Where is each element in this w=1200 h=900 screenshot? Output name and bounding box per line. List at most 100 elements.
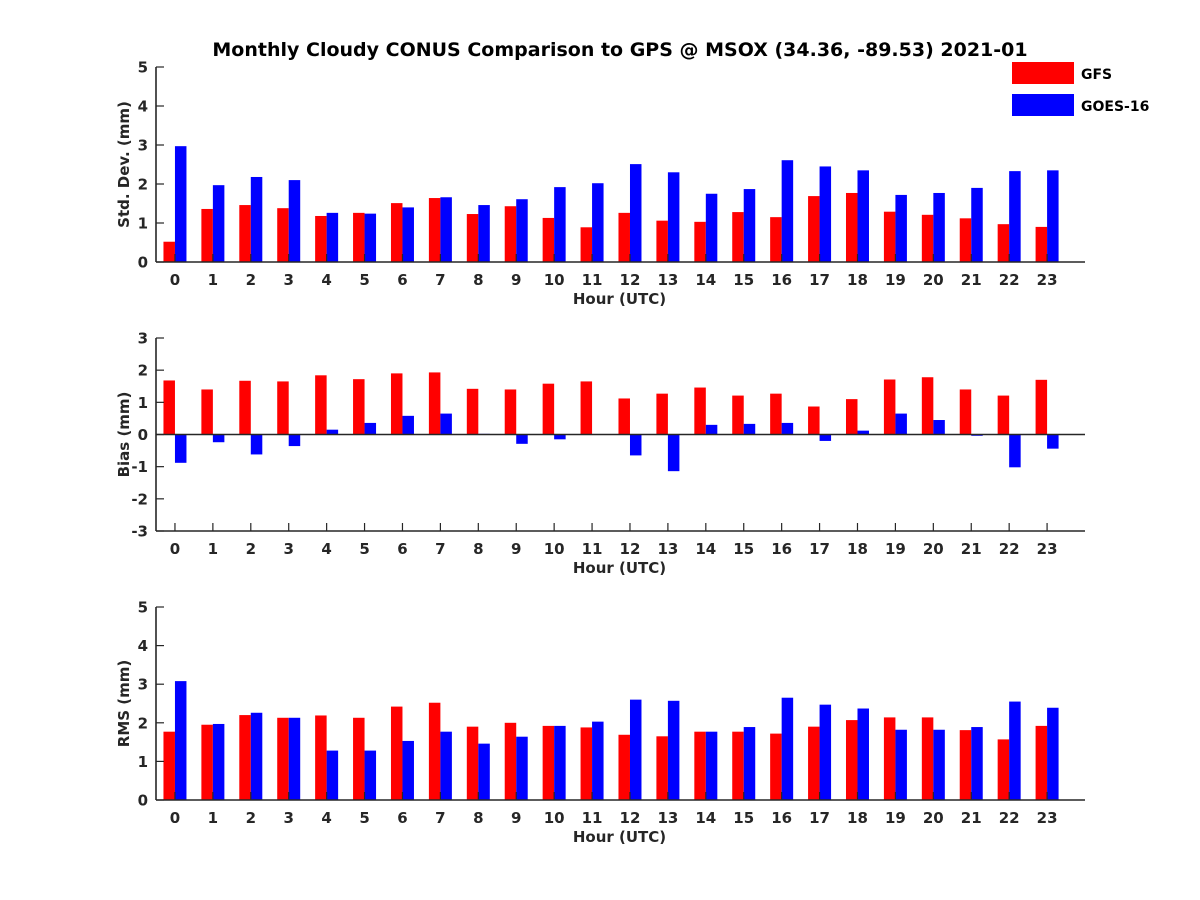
x-tick-label: 1	[208, 540, 218, 558]
bar-goes16-1	[212, 434, 225, 443]
bar-gfs-11	[580, 727, 593, 800]
bar-gfs-3	[277, 208, 289, 262]
bar-gfs-20	[921, 717, 934, 800]
bar-gfs-21	[959, 389, 972, 435]
x-tick-label: 17	[809, 809, 830, 827]
bar-goes16-11	[592, 183, 604, 262]
x-tick-label: 16	[771, 809, 792, 827]
x-tick-label: 0	[170, 271, 180, 289]
legend: GFS GOES-16	[1012, 62, 1149, 116]
x-tick-label: 15	[733, 809, 754, 827]
x-tick-label: 23	[1037, 271, 1058, 289]
bar-gfs-14	[694, 731, 706, 800]
x-tick-label: 18	[847, 540, 868, 558]
y-tick-label: 0	[138, 792, 148, 810]
bar-goes16-20	[933, 420, 945, 435]
x-tick-label: 6	[397, 809, 407, 827]
bar-goes16-9	[516, 199, 528, 262]
y-tick-label: 5	[138, 59, 148, 77]
x-tick-label: 2	[246, 540, 256, 558]
y-tick-label: 5	[138, 599, 148, 617]
y-tick-label: 4	[138, 637, 148, 655]
bar-gfs-9	[504, 722, 517, 800]
bar-goes16-16	[781, 160, 794, 262]
bar-gfs-8	[466, 726, 479, 800]
bar-goes16-12	[629, 434, 642, 456]
legend-swatch-gfs	[1012, 62, 1074, 84]
bar-goes16-11	[592, 721, 604, 800]
bar-goes16-0	[174, 146, 187, 262]
bar-gfs-23	[1035, 725, 1048, 800]
bar-gfs-23	[1035, 226, 1048, 262]
bar-gfs-18	[845, 192, 858, 262]
x-tick-label: 18	[847, 271, 868, 289]
bar-gfs-20	[921, 377, 934, 435]
x-tick-label: 19	[885, 271, 906, 289]
bar-gfs-15	[732, 395, 744, 435]
bar-goes16-15	[743, 727, 756, 800]
x-tick-label: 22	[999, 540, 1020, 558]
bar-goes16-6	[402, 740, 414, 800]
bar-gfs-15	[732, 731, 744, 800]
bar-goes16-22	[1009, 701, 1021, 800]
x-tick-label: 10	[544, 271, 565, 289]
bar-gfs-19	[883, 211, 896, 262]
y-tick-label: 3	[138, 676, 148, 694]
y-tick-label: 1	[138, 753, 148, 771]
x-tick-label: 19	[885, 809, 906, 827]
bar-gfs-12	[618, 734, 630, 800]
bar-goes16-1	[212, 723, 225, 800]
bar-gfs-1	[201, 389, 213, 435]
bar-goes16-5	[364, 213, 377, 262]
bar-gfs-9	[504, 389, 517, 435]
bar-gfs-7	[428, 702, 441, 800]
x-tick-label: 11	[582, 540, 603, 558]
y-axis-label: Bias (mm)	[115, 392, 133, 478]
bar-goes16-23	[1047, 707, 1059, 800]
bar-gfs-1	[201, 724, 213, 800]
bar-gfs-2	[239, 715, 251, 800]
bar-goes16-2	[250, 712, 263, 800]
x-tick-label: 9	[511, 540, 521, 558]
bar-gfs-16	[770, 733, 782, 800]
x-tick-label: 17	[809, 540, 830, 558]
x-tick-label: 7	[435, 809, 445, 827]
bar-goes16-13	[667, 172, 680, 262]
bar-gfs-1	[201, 208, 213, 262]
bar-gfs-18	[845, 720, 858, 800]
bar-goes16-5	[364, 422, 377, 435]
bar-goes16-4	[326, 212, 339, 262]
bar-goes16-9	[516, 434, 528, 444]
bar-goes16-3	[288, 434, 301, 447]
bar-goes16-16	[781, 697, 794, 800]
bar-gfs-13	[656, 220, 668, 262]
x-tick-label: 14	[695, 271, 716, 289]
bar-gfs-7	[428, 372, 441, 435]
bar-gfs-2	[239, 205, 251, 262]
bar-gfs-4	[315, 715, 327, 800]
x-tick-label: 1	[208, 271, 218, 289]
y-tick-label: 3	[138, 137, 148, 155]
bar-gfs-0	[163, 380, 175, 435]
bar-goes16-19	[895, 729, 907, 800]
x-tick-label: 10	[544, 809, 565, 827]
bar-goes16-10	[554, 187, 566, 262]
bar-gfs-8	[466, 214, 479, 262]
bar-gfs-19	[883, 717, 896, 800]
x-tick-label: 16	[771, 271, 792, 289]
bar-gfs-5	[353, 212, 365, 262]
bar-gfs-19	[883, 379, 896, 435]
x-tick-label: 13	[657, 809, 678, 827]
bar-gfs-3	[277, 381, 289, 435]
bar-gfs-22	[997, 224, 1010, 262]
bar-goes16-12	[629, 164, 642, 262]
bar-goes16-20	[933, 192, 945, 262]
x-axis-label: Hour (UTC)	[573, 290, 666, 308]
bar-gfs-0	[163, 731, 175, 800]
bar-goes16-15	[743, 189, 756, 262]
bar-goes16-18	[857, 170, 869, 262]
